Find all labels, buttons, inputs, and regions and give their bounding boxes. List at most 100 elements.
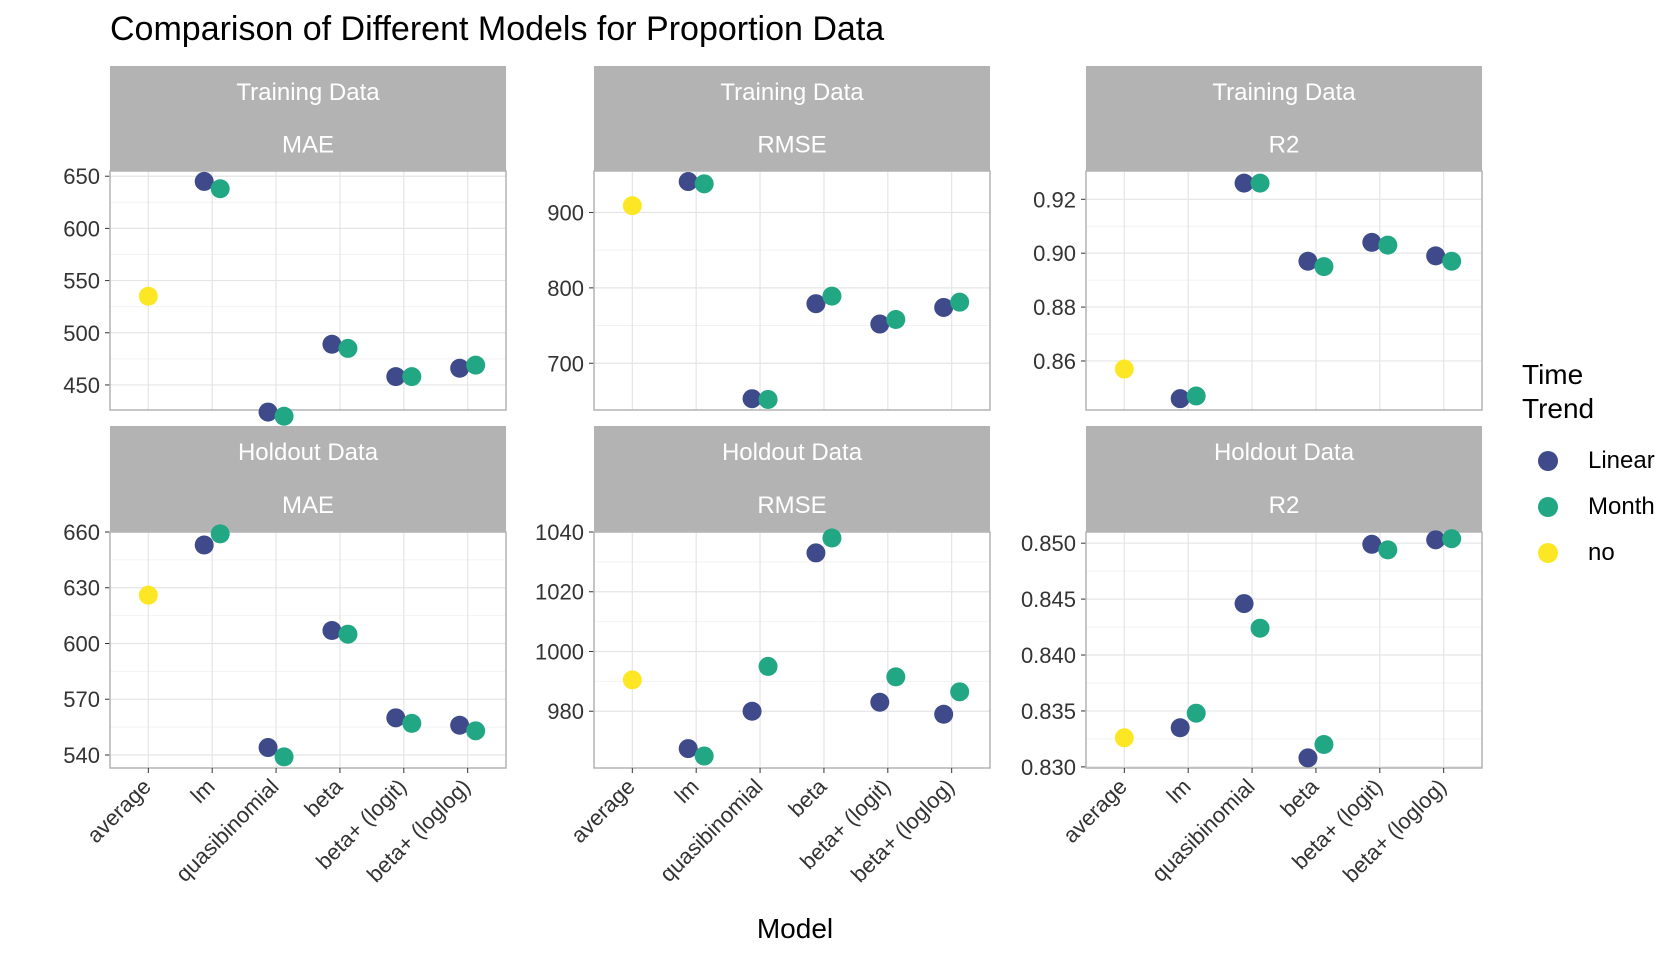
y-tick-label: 0.88 (1033, 295, 1076, 320)
legend-title-line: Time (1522, 359, 1584, 390)
point-linear-lm (1170, 389, 1190, 409)
point-linear-beta-logit (870, 692, 890, 712)
facet-strip (1086, 66, 1482, 171)
point-month-beta-logit (1378, 540, 1398, 560)
point-month-quasibinomial (1250, 173, 1270, 193)
legend-key-no (1538, 543, 1558, 563)
point-linear-beta-logit (870, 314, 890, 334)
panel-training-data-rmse: Training Data RMSE 700 800 900 (547, 66, 991, 411)
point-linear-quasibinomial (1234, 173, 1254, 193)
point-month-lm (1186, 703, 1206, 723)
point-month-quasibinomial (274, 747, 294, 767)
facet-strip-metric-label: MAE (282, 492, 334, 519)
facet-strip-metric-label: RMSE (757, 492, 826, 519)
panel-border (593, 531, 991, 769)
facet-strip-row-label: Training Data (236, 79, 380, 106)
x-axis-title: Model (756, 913, 834, 944)
point-linear-beta-logit (386, 367, 406, 387)
point-month-beta (1314, 257, 1334, 277)
legend-key-month (1538, 497, 1558, 517)
point-no-average (1114, 359, 1134, 379)
y-tick-label: 0.92 (1033, 187, 1076, 212)
facet-strip (594, 426, 990, 532)
point-month-beta-loglog (1442, 529, 1462, 549)
point-linear-beta-loglog (450, 358, 470, 378)
facet-strip (110, 66, 506, 171)
x-tick-label: beta (1276, 773, 1324, 821)
point-month-beta (1314, 735, 1334, 755)
y-tick-label: 0.835 (1021, 699, 1076, 724)
point-no-average (138, 585, 158, 605)
y-tick-label: 450 (63, 373, 100, 398)
x-tick-label: average (82, 774, 156, 848)
y-tick-label: 0.830 (1021, 755, 1076, 780)
facet-strip (110, 426, 506, 532)
point-linear-lm (1170, 718, 1190, 738)
point-linear-quasibinomial (742, 389, 762, 409)
point-month-beta (338, 338, 358, 358)
point-month-beta-loglog (466, 721, 486, 741)
point-linear-quasibinomial (1234, 594, 1254, 614)
panel-border (1085, 170, 1483, 411)
panel-border (1085, 531, 1483, 769)
x-tick-label: lm (186, 774, 220, 808)
facet-strip-row-label: Training Data (1212, 79, 1356, 106)
y-tick-label: 0.90 (1033, 241, 1076, 266)
panel-border (109, 531, 507, 769)
point-month-lm (694, 746, 714, 766)
point-month-beta-loglog (1442, 251, 1462, 271)
y-tick-label: 600 (63, 216, 100, 241)
facet-strip-metric-label: R2 (1269, 132, 1300, 159)
panel-holdout-data-r2: Holdout Data R2 0.830 0.835 0.840 0.845 0.850 a… (1021, 426, 1483, 887)
point-month-beta-loglog (950, 682, 970, 702)
legend-title: Time Trend (1522, 358, 1655, 426)
point-linear-beta (806, 294, 826, 314)
y-tick-label: 500 (63, 321, 100, 346)
point-month-lm (210, 524, 230, 544)
y-tick-label: 800 (547, 276, 584, 301)
panel-border (593, 170, 991, 411)
legend-label: no (1588, 539, 1615, 566)
legend-label: Linear (1588, 447, 1655, 474)
point-month-beta (338, 624, 358, 644)
x-tick-label: beta (784, 773, 832, 821)
legend-title-line: Trend (1522, 393, 1595, 424)
y-tick-label: 700 (547, 351, 584, 376)
legend-item-month: Month (1522, 484, 1655, 530)
point-month-beta-logit (402, 367, 422, 387)
point-month-beta-logit (1378, 235, 1398, 255)
point-no-average (622, 196, 642, 216)
point-linear-beta (322, 334, 342, 354)
facet-strip-row-label: Training Data (720, 79, 864, 106)
y-tick-label: 1000 (535, 639, 584, 664)
point-month-quasibinomial (274, 406, 294, 426)
point-linear-lm (194, 535, 214, 555)
x-tick-label: lm (1162, 774, 1196, 808)
y-tick-label: 0.845 (1021, 587, 1076, 612)
facet-strip (1086, 426, 1482, 532)
legend-key-linear (1538, 451, 1558, 471)
point-linear-quasibinomial (258, 402, 278, 422)
point-month-beta-loglog (950, 292, 970, 312)
point-month-lm (210, 179, 230, 199)
x-tick-label: average (566, 774, 640, 848)
point-month-lm (694, 174, 714, 194)
y-tick-label: 0.86 (1033, 349, 1076, 374)
facet-strip-metric-label: RMSE (757, 132, 826, 159)
panel-holdout-data-rmse: Holdout Data RMSE 980 1000 1020 1040 average lm… (535, 426, 991, 887)
legend-item-linear: Linear (1522, 438, 1655, 484)
y-tick-label: 630 (63, 576, 100, 601)
point-no-average (622, 670, 642, 690)
y-tick-label: 0.850 (1021, 531, 1076, 556)
point-linear-beta-loglog (934, 704, 954, 724)
facet-strip (594, 66, 990, 171)
panel-training-data-mae: Training Data MAE 450 500 550 600 650 (63, 66, 507, 426)
facet-strip-row-label: Holdout Data (238, 439, 379, 466)
legend: Time Trend Linear Month no (1522, 358, 1655, 576)
point-no-average (1114, 728, 1134, 748)
panel-border (109, 170, 507, 411)
y-tick-label: 600 (63, 631, 100, 656)
point-linear-lm (194, 171, 214, 191)
point-no-average (138, 286, 158, 306)
